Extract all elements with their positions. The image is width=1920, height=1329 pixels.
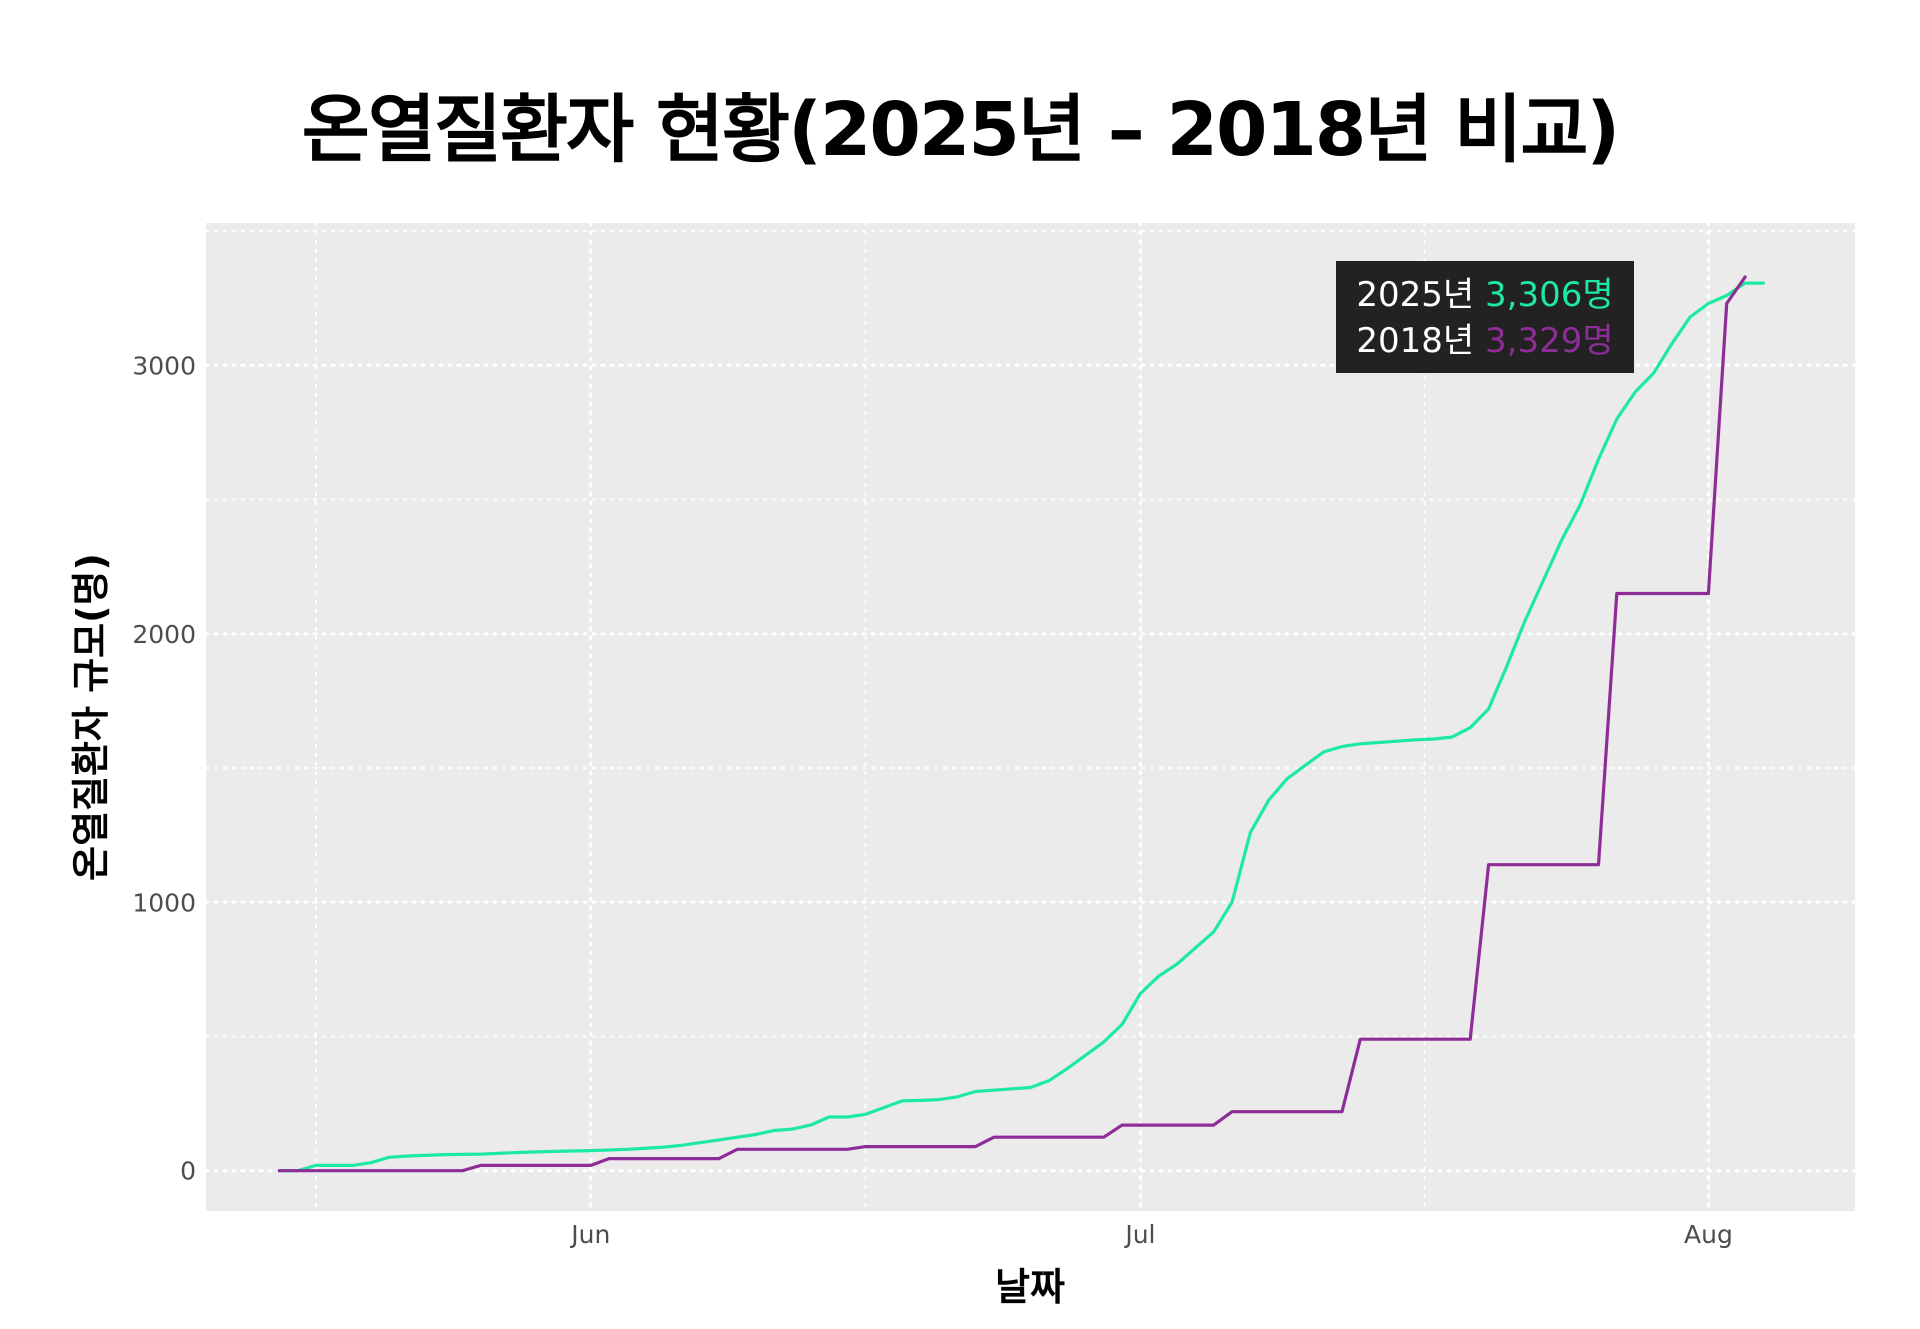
x-tick-label: Aug — [1684, 1220, 1733, 1249]
y-tick-label: 2000 — [132, 620, 196, 649]
total-2025-value: 3,306명 — [1485, 275, 1614, 315]
total-2018-year: 2018년 — [1356, 321, 1474, 361]
total-2018-value: 3,329명 — [1485, 321, 1614, 361]
x-axis-title: 날짜 — [995, 1265, 1065, 1309]
y-tick-label: 0 — [180, 1157, 196, 1186]
total-2018-line: 2018년 3,329명 — [1356, 321, 1613, 361]
plot-panel — [206, 223, 1855, 1211]
y-axis-title: 온열질환자 규모(명) — [69, 553, 113, 881]
y-tick-label: 3000 — [132, 351, 196, 380]
axis-ticks: 0 1000 2000 3000 Jun Jul Aug — [132, 351, 1732, 1249]
grid-lines — [204, 221, 1857, 1213]
x-tick-label: Jun — [569, 1220, 610, 1249]
series-line-2025년 — [277, 281, 1766, 1173]
total-count-box: 2025년 3,306명 2018년 3,329명 — [1336, 261, 1634, 373]
total-2025-line: 2025년 3,306명 — [1356, 275, 1613, 315]
x-tick-label: Jul — [1123, 1220, 1155, 1249]
total-count-box-background — [1336, 261, 1634, 373]
total-2025-year: 2025년 — [1356, 275, 1474, 315]
series-lines — [277, 275, 1766, 1173]
series-line-2018년 — [277, 275, 1747, 1173]
y-tick-label: 1000 — [132, 888, 196, 917]
chart-title: 온열질환자 현황(2025년 – 2018년 비교) — [301, 87, 1620, 173]
